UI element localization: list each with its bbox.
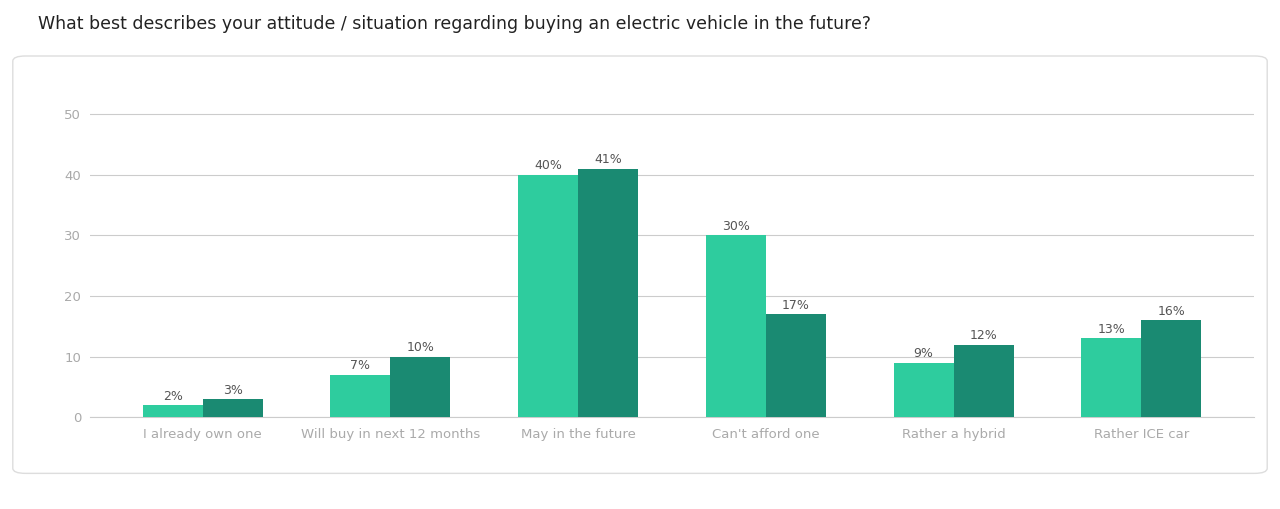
Text: 16%: 16% (1157, 305, 1185, 318)
Text: 10%: 10% (407, 341, 434, 354)
Bar (705, 235, 765, 417)
Text: 3%: 3% (223, 384, 243, 397)
Text: 7%: 7% (351, 359, 370, 373)
Text: What best describes your attitude / situation regarding buying an electric vehic: What best describes your attitude / situ… (38, 15, 872, 33)
Text: 40%: 40% (534, 159, 562, 172)
Text: 9%: 9% (914, 347, 933, 360)
Text: 13%: 13% (1097, 323, 1125, 336)
Bar (390, 357, 451, 417)
Bar (1142, 320, 1202, 417)
Bar (954, 345, 1014, 417)
Bar (142, 405, 202, 417)
Bar (765, 314, 826, 417)
Legend: 2021, 2023: 2021, 2023 (599, 505, 745, 509)
Text: 30%: 30% (722, 220, 750, 233)
Text: 12%: 12% (970, 329, 997, 342)
Bar (202, 399, 262, 417)
Bar (330, 375, 390, 417)
Text: 2%: 2% (163, 390, 183, 403)
Text: 41%: 41% (594, 153, 622, 166)
Text: 17%: 17% (782, 299, 810, 312)
Bar (579, 168, 639, 417)
Bar (1082, 338, 1142, 417)
Bar (893, 363, 954, 417)
Bar (518, 175, 579, 417)
